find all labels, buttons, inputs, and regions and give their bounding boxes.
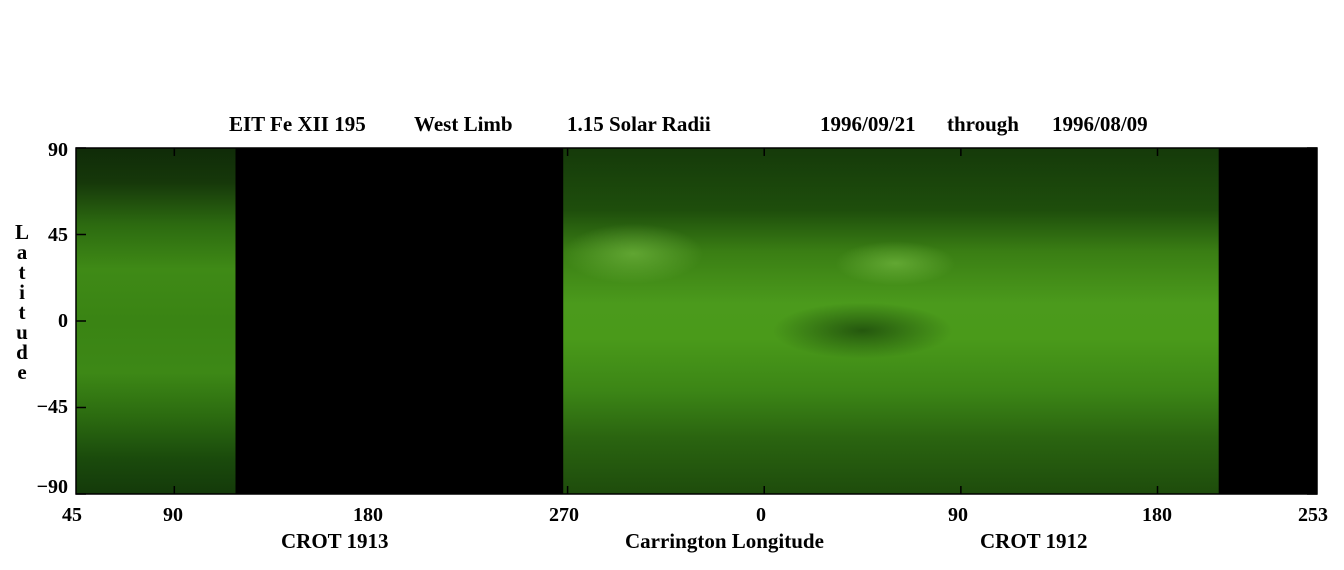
- y-tick-label: 90: [48, 139, 68, 161]
- glow-region: [835, 241, 956, 286]
- x-tick-label: 180: [353, 504, 383, 526]
- y-tick-label: 45: [48, 224, 68, 246]
- x-tick-label: 270: [549, 504, 579, 526]
- rotation-label-left: CROT 1913: [281, 529, 389, 553]
- x-tick-label: 0: [756, 504, 766, 526]
- x-axis-label: Carrington Longitude: [625, 529, 824, 553]
- y-tick-label: −45: [36, 396, 68, 418]
- emission-segment-left: [76, 148, 236, 494]
- x-tick-label: 45: [62, 504, 82, 526]
- x-tick-label: 180: [1142, 504, 1172, 526]
- dark-region: [772, 302, 953, 359]
- x-tick-label: 90: [163, 504, 183, 526]
- title-limb: West Limb: [414, 112, 513, 136]
- y-tick-label: −90: [36, 476, 68, 498]
- glow-region: [563, 223, 704, 284]
- y-axis-label-letter: t: [18, 260, 26, 284]
- x-tick-label: 253: [1298, 504, 1328, 526]
- y-axis-label-letter: e: [17, 360, 27, 384]
- y-axis-label-letter: u: [16, 320, 28, 344]
- y-tick-label: 0: [58, 310, 68, 332]
- title-instrument: EIT Fe XII 195: [229, 112, 366, 136]
- x-tick-label: 90: [948, 504, 968, 526]
- title-start-date: 1996/09/21: [820, 112, 916, 136]
- bright-region: [0, 0, 52, 26]
- rotation-label-right: CROT 1912: [980, 529, 1088, 553]
- bright-region: [1100, 280, 1193, 313]
- y-axis-label-letter: t: [18, 300, 26, 324]
- title-through: through: [947, 112, 1019, 136]
- title-radii: 1.15 Solar Radii: [567, 112, 711, 136]
- y-axis-label-letter: a: [16, 240, 28, 264]
- y-axis-label-letter: L: [14, 220, 29, 244]
- plot-frame: [75, 147, 1318, 495]
- y-axis-label-letter: i: [19, 280, 25, 304]
- y-axis-label-letter: d: [16, 340, 28, 364]
- title-end-date: 1996/08/09: [1052, 112, 1148, 136]
